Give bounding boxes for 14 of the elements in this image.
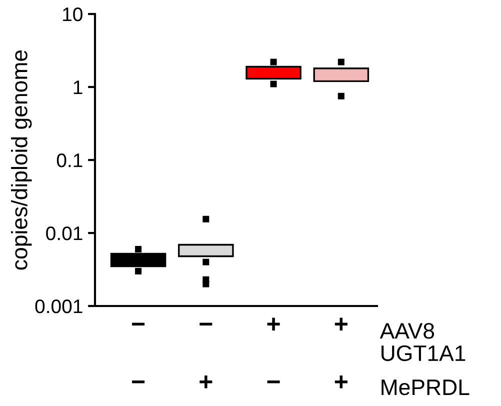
category-label: − + [200, 322, 212, 388]
bar [313, 68, 370, 82]
category-label: + − [267, 318, 280, 384]
y-tick-label: 0.01 [46, 226, 82, 240]
y-tick-label: 10 [63, 7, 82, 22]
text: MePRDL [382, 380, 470, 396]
y-tick-label: 1 [74, 80, 82, 94]
text: AAV8 UGT1A1 [380, 323, 466, 362]
bar [178, 244, 234, 258]
y-tick-label: 0.1 [56, 153, 82, 168]
y-axis-title: copies/diploid genome [11, 50, 32, 270]
category-label: − − [132, 322, 145, 384]
y-tick-label: 0.001 [35, 299, 82, 314]
category-label: + + [334, 318, 348, 388]
